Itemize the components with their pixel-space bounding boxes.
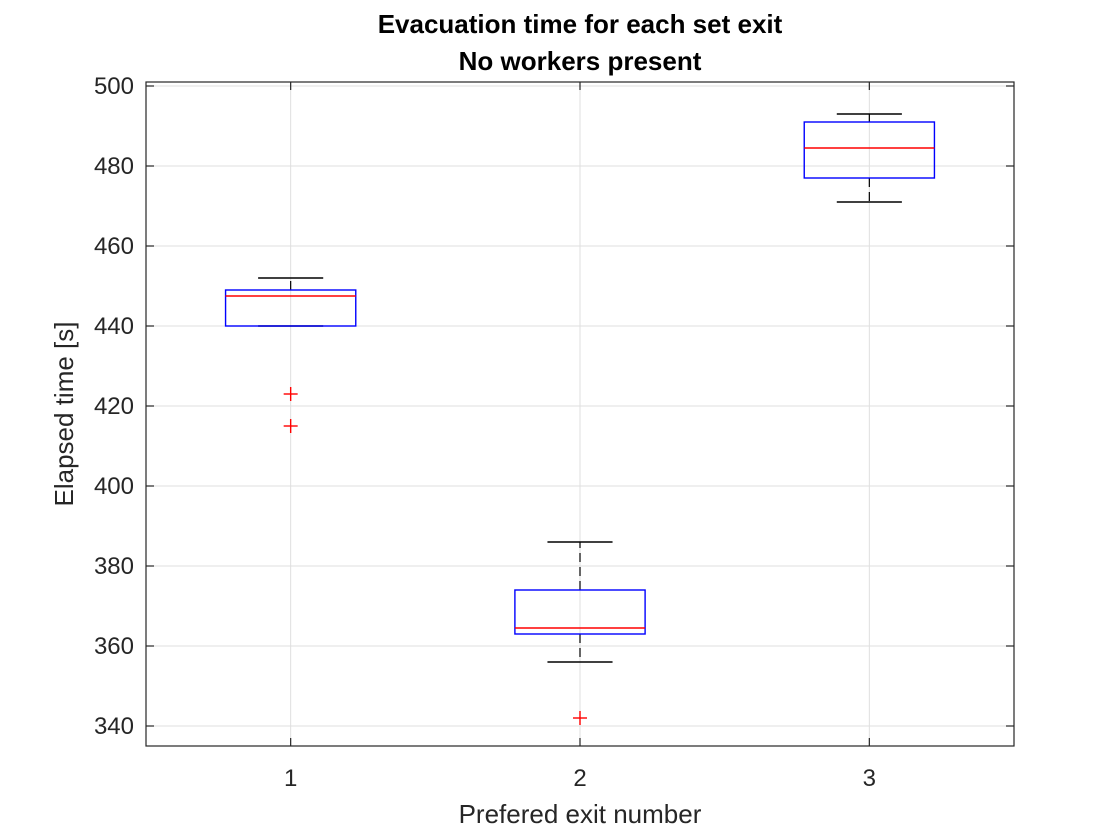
y-tick-label: 340 xyxy=(94,713,134,740)
box-group-3 xyxy=(803,113,936,203)
box-marks xyxy=(224,113,936,725)
axis-ticks: 340 360 380 400 420 440 460 480 500 1 2 3 xyxy=(94,73,1014,792)
x-tick-label: 3 xyxy=(863,765,876,792)
chart-title: Evacuation time for each set exit xyxy=(378,9,783,39)
y-tick-label: 460 xyxy=(94,233,134,260)
y-tick-label: 400 xyxy=(94,473,134,500)
outlier-marker xyxy=(283,387,298,401)
x-tick-label: 1 xyxy=(284,765,297,792)
chart-subtitle: No workers present xyxy=(459,46,702,76)
y-axis-label: Elapsed time [s] xyxy=(49,322,79,507)
box-iqr xyxy=(224,289,357,327)
y-tick-label: 420 xyxy=(94,393,134,420)
y-tick-label: 380 xyxy=(94,553,134,580)
outlier-marker xyxy=(283,419,298,433)
box-group-1 xyxy=(224,277,357,433)
x-tick-label: 2 xyxy=(573,765,586,792)
y-tick-label: 360 xyxy=(94,633,134,660)
box-iqr xyxy=(803,121,936,179)
box-iqr xyxy=(514,589,646,635)
box-group-2 xyxy=(514,541,646,725)
y-tick-label: 440 xyxy=(94,313,134,340)
y-tick-label: 480 xyxy=(94,153,134,180)
x-axis-label: Prefered exit number xyxy=(459,799,702,829)
y-tick-label: 500 xyxy=(94,73,134,100)
outlier-marker xyxy=(573,711,587,725)
